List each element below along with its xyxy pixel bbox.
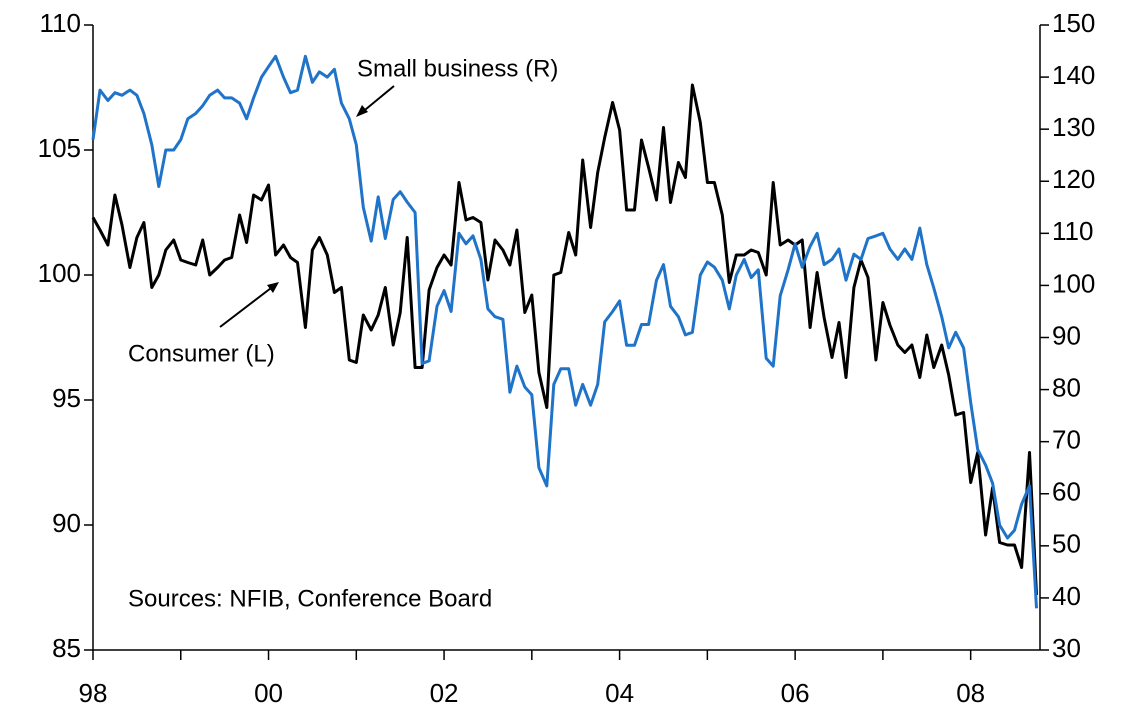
y2-tick-label: 50 (1052, 529, 1081, 559)
y2-tick-label: 40 (1052, 581, 1081, 611)
y-tick-label: 95 (52, 383, 81, 413)
arrowhead (356, 105, 368, 117)
y-tick-label: 100 (38, 258, 81, 288)
x-tick-label: 02 (430, 678, 459, 708)
arrow (219, 284, 276, 328)
y2-tick-label: 100 (1052, 268, 1095, 298)
x-tick-label: 06 (781, 678, 810, 708)
x-tick-label: 98 (79, 678, 108, 708)
y-tick-label: 85 (52, 633, 81, 663)
annotation: Small business (R) (357, 55, 558, 82)
annotation: Consumer (L) (128, 340, 275, 367)
y-tick-label: 110 (40, 8, 81, 38)
y2-tick-label: 70 (1052, 425, 1081, 455)
series-line (91, 83, 1038, 596)
y2-tick-label: 130 (1052, 112, 1095, 142)
y-tick-label: 90 (52, 508, 81, 538)
y2-tick-label: 120 (1052, 164, 1095, 194)
y2-tick-label: 30 (1052, 633, 1081, 663)
y2-tick-label: 80 (1052, 372, 1081, 402)
x-tick-label: 04 (605, 678, 634, 708)
annotation: Sources: NFIB, Conference Board (128, 585, 492, 612)
y2-tick-label: 110 (1052, 216, 1093, 246)
x-tick-label: 08 (956, 678, 985, 708)
series-line (91, 54, 1038, 609)
y2-tick-label: 90 (1052, 320, 1081, 350)
arrowhead (267, 282, 279, 293)
y2-tick-label: 140 (1052, 60, 1095, 90)
x-tick-label: 00 (254, 678, 283, 708)
y-tick-label: 105 (38, 133, 81, 163)
y2-tick-label: 60 (1052, 477, 1081, 507)
y2-tick-label: 150 (1052, 8, 1095, 38)
